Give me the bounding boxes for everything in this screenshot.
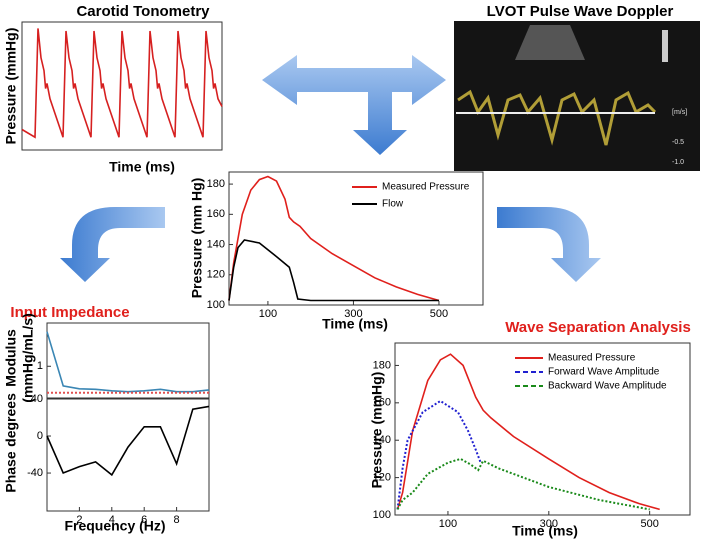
series-line: [46, 331, 210, 393]
legend-label: Backward Wave Amplitude: [548, 381, 667, 392]
curved-arrow-left: [60, 207, 165, 282]
y-axis-label: Phase: [3, 451, 19, 492]
x-axis-label: Frequency (Hz): [64, 518, 165, 534]
x-tick-label: 100: [439, 518, 457, 530]
t-arrow: [262, 55, 446, 155]
chart-title: Input Impedance: [10, 304, 129, 321]
plot-frame: [228, 171, 484, 306]
plot-frame: [46, 398, 210, 512]
y-axis-label: Pressure (mmHg): [369, 372, 385, 489]
y-tick-label: 120: [207, 269, 225, 281]
doppler-scale: [m/s]: [672, 109, 687, 116]
y-axis-label: degrees: [3, 393, 19, 447]
x-axis-label: Time (ms): [512, 523, 578, 539]
y-tick-label: 100: [207, 299, 225, 311]
legend-label: Forward Wave Amplitude: [548, 367, 660, 378]
x-axis-label: Time (ms): [109, 159, 175, 175]
plot-frame: [46, 322, 210, 399]
y-tick-label: 100: [373, 509, 391, 521]
doppler-scale: -1.0: [672, 159, 684, 166]
doppler-trace: [457, 89, 657, 146]
doppler-scale: -0.5: [672, 139, 684, 146]
y-tick-label: 120: [373, 472, 391, 484]
series-line: [396, 457, 650, 511]
x-tick-label: 500: [430, 308, 448, 320]
y-axis-label: Pressure (mmHg): [3, 28, 19, 145]
x-tick-label: 4: [109, 514, 115, 526]
y-tick-label: 1: [37, 360, 43, 372]
legend-label: Measured Pressure: [548, 353, 636, 364]
doppler-title: LVOT Pulse Wave Doppler: [487, 3, 674, 20]
legend-label: Measured Pressure: [382, 182, 470, 193]
series-line: [396, 353, 660, 511]
y-axis-label: Pressure (mm Hg): [189, 178, 205, 299]
series-line: [46, 405, 210, 477]
y-tick-label: 160: [373, 397, 391, 409]
x-tick-label: 2: [76, 514, 82, 526]
y-axis-label: Modulus: [3, 329, 19, 387]
echo-fan: [515, 25, 585, 60]
y-tick-label: 160: [207, 208, 225, 220]
y-tick-label: 40: [31, 393, 43, 405]
chart-title: Wave Separation Analysis: [505, 319, 691, 336]
y-tick-label: -40: [27, 467, 43, 479]
series-line: [228, 239, 439, 302]
y-tick-label: 180: [373, 359, 391, 371]
y-tick-label: 140: [373, 434, 391, 446]
y-tick-label: 0: [37, 430, 43, 442]
gray-scale: [662, 30, 668, 62]
x-tick-label: 300: [344, 308, 362, 320]
x-tick-label: 100: [259, 308, 277, 320]
legend-label: Flow: [382, 199, 404, 210]
x-tick-label: 6: [141, 514, 147, 526]
curved-arrow-right: [497, 207, 601, 282]
doppler-panel: LVOT Pulse Wave Doppler [m/s] -0.5 -1.0: [454, 3, 700, 171]
x-tick-label: 8: [174, 514, 180, 526]
y-tick-label: 140: [207, 238, 225, 250]
y-tick-label: 180: [207, 178, 225, 190]
y-axis-label: (mmHg/mL/s): [20, 313, 36, 402]
x-tick-label: 500: [640, 518, 658, 530]
arrows: [60, 55, 601, 282]
x-tick-label: 300: [540, 518, 558, 530]
x-axis-label: Time (ms): [322, 316, 388, 332]
series-line: [21, 28, 223, 139]
series-line: [228, 175, 440, 302]
chart-title: Carotid Tonometry: [76, 3, 210, 20]
